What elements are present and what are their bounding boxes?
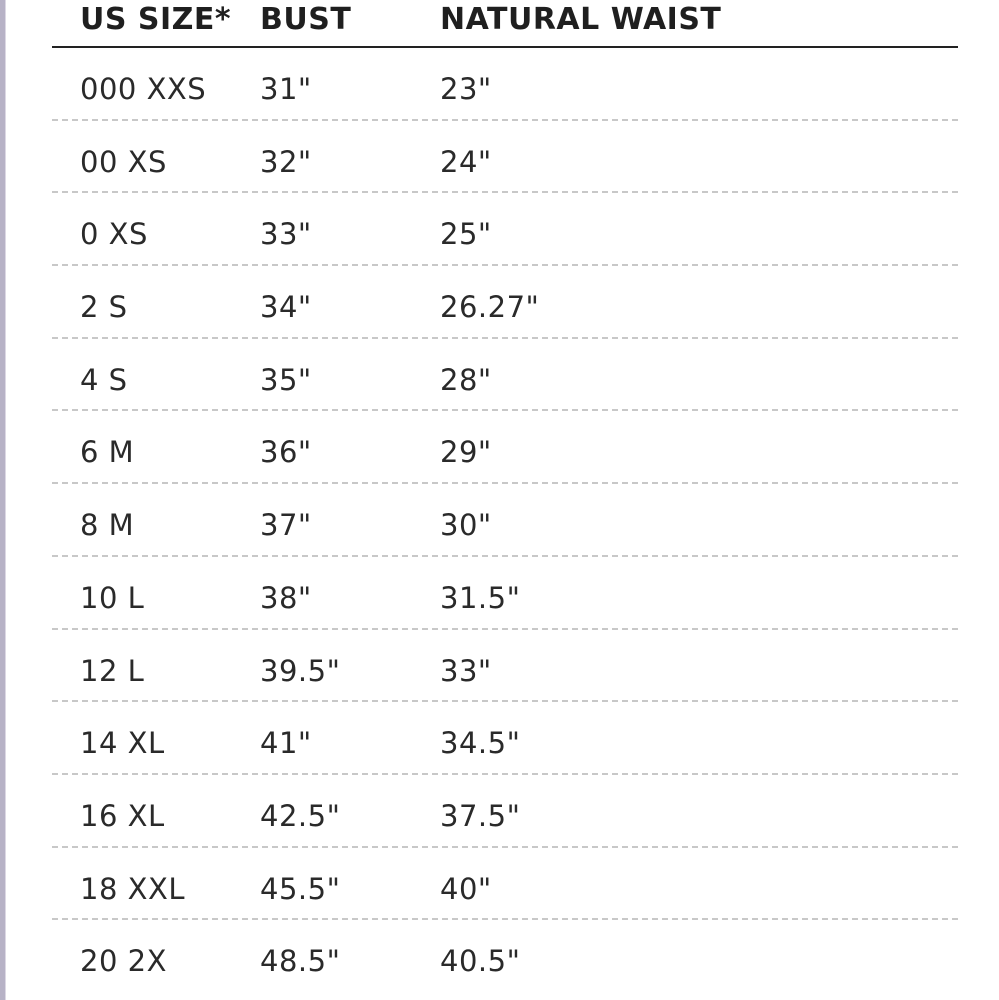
- waist-cell: 24": [440, 144, 492, 179]
- bust-cell: 38": [260, 580, 312, 615]
- waist-cell: 29": [440, 435, 492, 470]
- header-natural-waist: NATURAL WAIST: [440, 2, 722, 37]
- table-row: 16 XL 42.5" 37.5": [52, 775, 958, 848]
- size-cell: 14 XL: [80, 726, 165, 761]
- size-cell: 4 S: [80, 362, 128, 397]
- table-row: 0 XS 33" 25": [52, 193, 958, 267]
- size-cell: 0 XS: [80, 217, 148, 252]
- bust-cell: 35": [260, 362, 312, 397]
- bust-cell: 39.5": [260, 653, 341, 688]
- table-row: 00 XS 32" 24": [52, 121, 958, 194]
- size-cell: 20 2X: [80, 944, 167, 979]
- table-row: 6 M 36" 29": [52, 411, 958, 485]
- size-cell: 16 XL: [80, 798, 165, 833]
- waist-cell: 31.5": [440, 580, 521, 615]
- left-window-edge: [0, 0, 6, 1000]
- size-cell: 12 L: [80, 653, 145, 688]
- bust-cell: 45.5": [260, 871, 341, 906]
- bust-cell: 36": [260, 435, 312, 470]
- waist-cell: 40.5": [440, 944, 521, 979]
- table-row: 8 M 37" 30": [52, 484, 958, 557]
- waist-cell: 25": [440, 217, 492, 252]
- size-cell: 2 S: [80, 290, 128, 325]
- bust-cell: 34": [260, 290, 312, 325]
- table-row: 10 L 38" 31.5": [52, 557, 958, 630]
- waist-cell: 37.5": [440, 798, 521, 833]
- size-cell: 8 M: [80, 508, 135, 543]
- table-row: 2 S 34" 26.27": [52, 266, 958, 339]
- size-cell: 18 XXL: [80, 871, 186, 906]
- waist-cell: 40": [440, 871, 492, 906]
- waist-cell: 34.5": [440, 726, 521, 761]
- size-cell: 6 M: [80, 435, 135, 470]
- table-row: 4 S 35" 28": [52, 339, 958, 412]
- table-row: 18 XXL 45.5" 40": [52, 848, 958, 921]
- table-row: 12 L 39.5" 33": [52, 630, 958, 703]
- bust-cell: 32": [260, 144, 312, 179]
- bust-cell: 33": [260, 217, 312, 252]
- bust-cell: 31": [260, 72, 312, 106]
- waist-cell: 33": [440, 653, 492, 688]
- bust-cell: 37": [260, 508, 312, 543]
- bust-cell: 41": [260, 726, 312, 761]
- size-cell: 000 XXS: [80, 72, 207, 106]
- bust-cell: 42.5": [260, 798, 341, 833]
- waist-cell: 26.27": [440, 290, 540, 325]
- waist-cell: 30": [440, 508, 492, 543]
- size-cell: 10 L: [80, 580, 145, 615]
- size-cell: 00 XS: [80, 144, 167, 179]
- table-row: 20 2X 48.5" 40.5": [52, 920, 958, 993]
- size-chart-table: US SIZE* BUST NATURAL WAIST 000 XXS 31" …: [52, 0, 958, 993]
- bust-cell: 48.5": [260, 944, 341, 979]
- table-header: US SIZE* BUST NATURAL WAIST: [52, 0, 958, 48]
- header-bust: BUST: [260, 2, 352, 37]
- table-row: 14 XL 41" 34.5": [52, 702, 958, 775]
- header-us-size: US SIZE*: [80, 2, 232, 37]
- table-row: 000 XXS 31" 23": [52, 48, 958, 121]
- waist-cell: 23": [440, 72, 492, 106]
- waist-cell: 28": [440, 362, 492, 397]
